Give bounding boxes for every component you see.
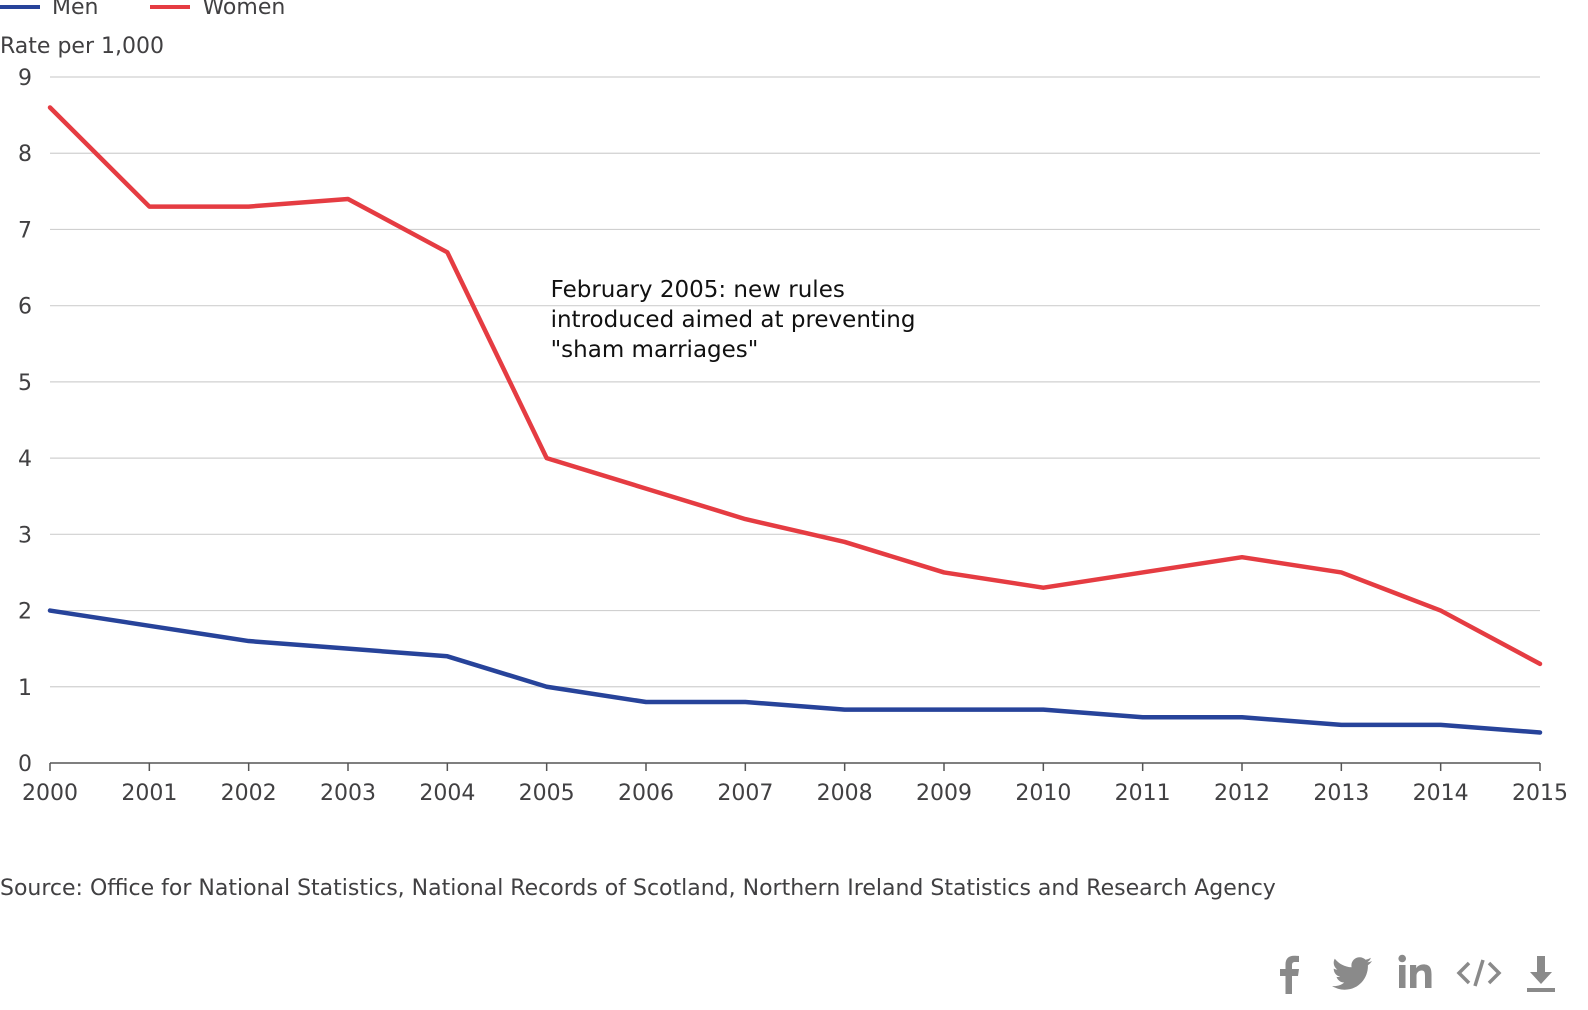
x-tick-label-2013: 2013 bbox=[1313, 781, 1369, 806]
x-tick-label-2011: 2011 bbox=[1115, 781, 1171, 806]
x-tick-label-2000: 2000 bbox=[22, 781, 78, 806]
x-tick-label-2012: 2012 bbox=[1214, 781, 1270, 806]
legend-swatch-men bbox=[0, 5, 40, 9]
y-tick-label-4: 4 bbox=[18, 447, 32, 472]
legend: Men Women bbox=[0, 0, 337, 22]
x-tick-label-2001: 2001 bbox=[121, 781, 177, 806]
x-tick-label-2014: 2014 bbox=[1413, 781, 1469, 806]
annotation-0: February 2005: new rules introduced aimed… bbox=[551, 277, 916, 363]
annotation-line-0: February 2005: new rules bbox=[551, 277, 845, 303]
line-chart: 0 1 2 3 4 5 6 7 8 9 2000 2001 2002 2003 2004 2005 2006 20… bbox=[18, 66, 1568, 806]
y-tick-label-9: 9 bbox=[18, 66, 32, 91]
x-tick-label-2004: 2004 bbox=[419, 781, 475, 806]
legend-label-women: Women bbox=[202, 0, 286, 20]
y-tick-label-2: 2 bbox=[18, 600, 32, 625]
y-tick-label-1: 1 bbox=[18, 676, 32, 701]
x-tick-label-2007: 2007 bbox=[717, 781, 773, 806]
legend-item-men: Men bbox=[0, 0, 98, 20]
x-tick-label-2008: 2008 bbox=[817, 781, 873, 806]
embed-code-icon[interactable] bbox=[1456, 950, 1502, 996]
y-tick-label-0: 0 bbox=[18, 752, 32, 777]
source-note: Source: Office for National Statistics, … bbox=[0, 876, 1276, 901]
y-tick-label-5: 5 bbox=[18, 371, 32, 396]
x-tick-label-2015: 2015 bbox=[1512, 781, 1568, 806]
series-line-women bbox=[47, 105, 1543, 667]
download-icon[interactable] bbox=[1518, 950, 1564, 996]
y-tick-label-6: 6 bbox=[18, 295, 32, 320]
y-tick-label-3: 3 bbox=[18, 523, 32, 548]
x-tick-label-2006: 2006 bbox=[618, 781, 674, 806]
series-line-men bbox=[47, 608, 1543, 735]
x-tick-label-2005: 2005 bbox=[519, 781, 575, 806]
legend-label-men: Men bbox=[52, 0, 99, 20]
linkedin-icon[interactable] bbox=[1394, 950, 1440, 996]
x-tick-label-2002: 2002 bbox=[221, 781, 277, 806]
x-tick-label-2003: 2003 bbox=[320, 781, 376, 806]
y-axis-label: Rate per 1,000 bbox=[0, 34, 164, 59]
legend-swatch-women bbox=[150, 5, 191, 9]
annotation-line-2: "sham marriages" bbox=[551, 337, 759, 363]
x-tick-label-2010: 2010 bbox=[1015, 781, 1071, 806]
y-tick-label-7: 7 bbox=[18, 218, 32, 243]
x-tick-label-2009: 2009 bbox=[916, 781, 972, 806]
y-tick-label-8: 8 bbox=[18, 142, 32, 167]
annotation-line-1: introduced aimed at preventing bbox=[551, 307, 916, 333]
twitter-icon[interactable] bbox=[1330, 950, 1376, 996]
legend-item-women: Women bbox=[150, 0, 285, 20]
facebook-icon[interactable] bbox=[1266, 950, 1312, 996]
